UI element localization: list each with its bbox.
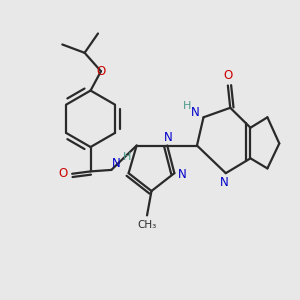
Text: N: N [112,157,121,170]
Text: O: O [223,70,232,83]
Text: O: O [96,65,106,78]
Text: H: H [183,101,191,111]
Text: N: N [164,131,173,144]
Text: H: H [123,152,131,162]
Text: N: N [191,106,200,119]
Text: O: O [58,167,68,180]
Text: N: N [220,176,229,189]
Text: CH₃: CH₃ [137,220,157,230]
Text: N: N [178,168,187,181]
